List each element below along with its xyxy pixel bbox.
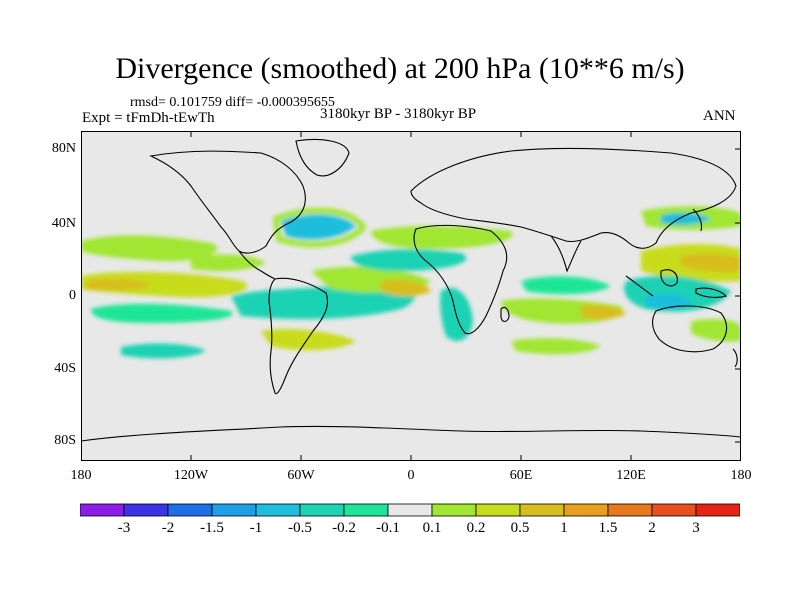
field-trop-atlantic-core	[381, 279, 431, 297]
colorbar-box-14	[695, 503, 740, 517]
coastlines	[81, 138, 741, 442]
colorbar-box-5	[299, 503, 345, 517]
map-frame	[81, 131, 741, 461]
coast-japan	[692, 208, 703, 232]
colorbar-label: 0.1	[422, 520, 442, 536]
colorbar-label: 1.5	[598, 520, 618, 536]
lon-label-180e: 180	[730, 468, 752, 483]
field-natlantic-negative	[281, 214, 356, 240]
period-label: 3180kyr BP - 3180kyr BP	[320, 106, 477, 122]
colorbar-box-4	[255, 503, 301, 517]
coast-central-america	[238, 250, 276, 280]
divergence-map	[81, 131, 741, 461]
rmsd-diff-stats: rmsd= 0.101759 diff= -0.000395655	[130, 95, 335, 110]
coast-africa	[413, 224, 508, 335]
colorbar-box-9	[475, 503, 521, 517]
field-pacific-south-negative	[91, 303, 233, 323]
colorbar-label: -0.1	[376, 520, 400, 536]
field-sahara-positive	[371, 226, 513, 249]
colorbar-label: -3	[117, 520, 131, 536]
field-indian-core	[581, 304, 626, 320]
lat-label-80n: 80N	[51, 141, 76, 156]
field-sindian-positive	[511, 338, 601, 355]
coast-new-zealand	[732, 348, 738, 368]
colorbar	[80, 503, 740, 517]
field-samerica-positive	[261, 329, 356, 351]
field-pacific-eq-positive	[81, 271, 248, 298]
colorbar-box-0	[80, 503, 125, 517]
colorbar-box-2	[167, 503, 213, 517]
field-pacific-north-positive	[81, 235, 218, 262]
season-label: ANN	[703, 108, 736, 124]
coast-india	[550, 235, 582, 273]
colorbar-label: -1.5	[200, 520, 224, 536]
coast-north-america	[149, 150, 306, 254]
coast-madagascar	[500, 306, 510, 323]
colorbar-label: -1	[249, 520, 263, 536]
colorbar-label: -0.2	[332, 520, 356, 536]
field-wpac-core	[681, 253, 741, 272]
colorbar-label: 2	[648, 520, 656, 536]
lat-label-80s: 80S	[54, 433, 76, 448]
lat-label-eq: 0	[69, 288, 76, 303]
colorbar-label: 3	[692, 520, 700, 536]
coast-eurasia	[410, 147, 737, 249]
colorbar-box-6	[343, 503, 389, 517]
coast-antarctica	[81, 425, 741, 442]
coast-south-america	[268, 277, 329, 395]
lat-label-40n: 40N	[51, 216, 76, 231]
colorbar-box-7	[387, 503, 433, 517]
field-southpac-negative	[121, 343, 206, 359]
field-indian-negative	[521, 276, 611, 295]
colorbar-box-12	[607, 503, 653, 517]
colorbar-box-3	[211, 503, 257, 517]
colorbar-box-8	[431, 503, 477, 517]
lon-label-60w: 60W	[287, 468, 315, 483]
field-natlantic-ring	[272, 207, 367, 248]
coast-borneo	[660, 269, 678, 287]
experiment-label: Expt = tFmDh-tEwTh	[82, 110, 215, 126]
coast-new-guinea	[695, 287, 728, 298]
divergence-field	[81, 206, 741, 359]
colorbar-box-1	[123, 503, 169, 517]
lon-label-180w: 180	[70, 468, 92, 483]
field-africa-negative	[351, 249, 467, 271]
colorbar-label: -0.5	[288, 520, 312, 536]
colorbar-label: 0.2	[466, 520, 486, 536]
field-pacific-south-positive	[191, 254, 266, 271]
colorbar-label: 1	[560, 520, 568, 536]
colorbar-box-10	[519, 503, 565, 517]
coast-greenland	[295, 138, 350, 177]
map-title: Divergence (smoothed) at 200 hPa (10**6 …	[115, 52, 685, 85]
colorbar-label: -2	[161, 520, 175, 536]
field-spac-positive	[691, 318, 741, 342]
colorbar-label: 0.5	[510, 520, 530, 536]
field-pacific-eq-core	[86, 278, 151, 291]
lon-label-60e: 60E	[509, 468, 533, 483]
lat-label-40s: 40S	[54, 361, 76, 376]
coast-sumatra	[625, 275, 654, 297]
coast-australia	[652, 305, 728, 353]
colorbar-box-11	[563, 503, 609, 517]
lon-label-0: 0	[407, 468, 415, 483]
lon-label-120w: 120W	[173, 468, 209, 483]
lon-label-120e: 120E	[616, 468, 646, 483]
colorbar-box-13	[651, 503, 697, 517]
